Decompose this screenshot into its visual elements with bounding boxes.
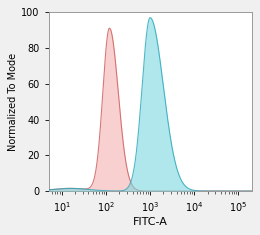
X-axis label: FITC-A: FITC-A (133, 217, 167, 227)
Y-axis label: Normalized To Mode: Normalized To Mode (8, 53, 18, 151)
